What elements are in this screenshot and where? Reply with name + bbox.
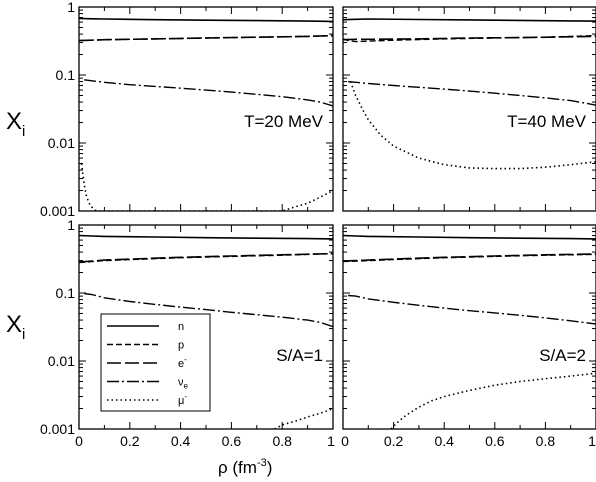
series-line-mu [349, 81, 596, 170]
chart-panel-3: 0.001 0.01 0.1 1 S/A=1 np e-νeμ- [40, 217, 334, 437]
series-line-e [79, 252, 333, 263]
x-tick-label: 0.6 [222, 433, 242, 449]
y-axis-label-bottom-sub: i [22, 326, 25, 343]
series-group [79, 17, 333, 211]
series-line-n [79, 17, 333, 23]
y-tick-label: 0.01 [48, 135, 75, 151]
x-tick-label: 1 [327, 433, 335, 449]
panel-label: S/A=2 [539, 346, 586, 365]
series-line-nu [348, 294, 596, 325]
x-axis-label-sup: -3 [257, 457, 267, 469]
x-tick-label: 0.4 [171, 433, 191, 449]
y-tick-label: 0.1 [56, 285, 76, 301]
series-line-n [79, 234, 333, 240]
series-line-mu [274, 407, 333, 429]
x-tick-label: 0.6 [485, 433, 505, 449]
series-line-mu [390, 372, 596, 429]
chart-panel-2: T=40 MeV [342, 6, 596, 212]
panel-label: T=20 MeV [244, 112, 324, 131]
x-tick-label: 0 [75, 433, 83, 449]
legend: np e-νeμ- [100, 313, 211, 412]
series-line-e [79, 34, 333, 42]
x-tick-label: 0 [341, 433, 349, 449]
legend-label-p: p [178, 340, 184, 352]
series-line-n [343, 18, 596, 22]
panel-label: S/A=1 [276, 346, 323, 365]
x-tick-label: 0.8 [536, 433, 556, 449]
panel-label: T=40 MeV [507, 112, 587, 131]
y-axis-label-bottom: Xi [6, 311, 25, 343]
series-line-n [343, 234, 596, 240]
series-line-nu [84, 292, 333, 328]
y-tick-label: 0.1 [56, 67, 76, 83]
chart-panel-1: 0.001 0.01 0.1 1 T=20 MeV [40, 0, 334, 219]
x-tick-label: 0.8 [272, 433, 292, 449]
series-line-e [343, 35, 596, 41]
legend-label-n: n [178, 321, 184, 333]
y-tick-label: 0.001 [40, 421, 75, 437]
x-tick-label: 0.2 [384, 433, 404, 449]
legend-label-mu: μ- [178, 392, 187, 407]
y-tick-label: 1 [67, 0, 75, 15]
legend-label-nu: νe [178, 377, 189, 391]
x-tick-label: 0.4 [434, 433, 454, 449]
y-tick-label: 0.001 [40, 203, 75, 219]
y-axis-label-top: Xi [6, 108, 25, 140]
y-tick-label: 0.01 [48, 353, 75, 369]
series-group [343, 18, 596, 170]
y-axis-label-top-sub: i [22, 123, 25, 140]
series-line-nu [348, 80, 596, 106]
series-group [79, 234, 333, 429]
series-line-nu [84, 79, 333, 107]
chart-panel-4: S/A=2 [342, 224, 596, 430]
x-tick-label: 1 [588, 433, 596, 449]
legend-label-e: e- [178, 355, 187, 370]
series-line-e [343, 253, 596, 262]
x-tick-labels: 0 0.2 0.4 0.6 0.8 1 0 0.2 0.4 0.6 0.8 1 [75, 433, 596, 449]
series-line-p [343, 253, 596, 263]
x-tick-label: 0.2 [120, 433, 140, 449]
series-line-mu [80, 163, 333, 211]
x-axis-label: ρ (fm-3) [218, 457, 272, 477]
x-axis-label-tail: ) [267, 458, 273, 477]
y-tick-label: 1 [67, 217, 75, 233]
series-group [343, 234, 596, 429]
plot-frame [342, 224, 596, 430]
